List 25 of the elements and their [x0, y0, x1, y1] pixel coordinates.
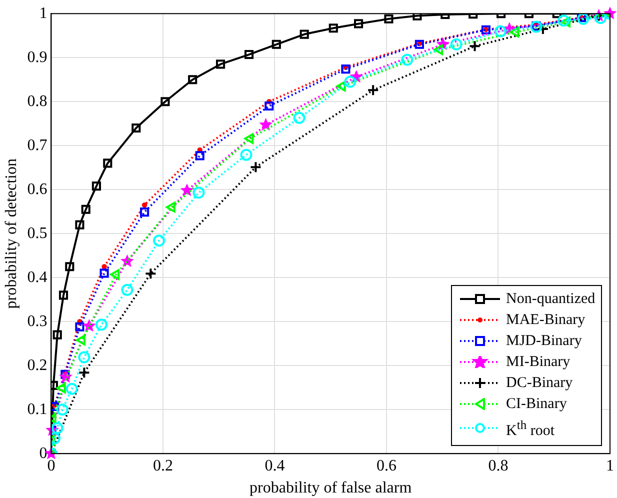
- y-tick-label: 0.4: [27, 268, 48, 286]
- y-tick-label: 0.3: [27, 312, 48, 330]
- y-tick-label: 0.7: [27, 136, 48, 154]
- legend-label: CI-Binary: [506, 394, 567, 414]
- x-tick-label: 0.8: [488, 457, 508, 474]
- legend-label: K$^{th}$ root: [506, 416, 554, 441]
- legend-label: MJD-Binary: [506, 332, 582, 351]
- y-tick-label: 1: [39, 4, 48, 22]
- x-tick-label: 0.6: [376, 457, 396, 474]
- x-tick-label: 1: [606, 457, 614, 474]
- x-axis-title: probability of false alarm: [250, 480, 412, 497]
- y-tick-label: 0.1: [27, 400, 48, 418]
- legend-label: MI-Binary: [506, 352, 570, 372]
- y-tick-label: 0: [39, 444, 48, 462]
- legend-label: Non-quantized: [506, 290, 596, 309]
- legend-label: MAE-Binary: [506, 310, 586, 330]
- y-tick-label: 0.8: [27, 92, 48, 110]
- y-tick-label: 0.2: [27, 356, 48, 374]
- y-tick-label: 0.6: [27, 180, 48, 198]
- y-tick-label: 0.9: [27, 48, 48, 66]
- legend-label: DC-Binary: [506, 374, 573, 393]
- x-tick-label: 0.2: [152, 457, 173, 474]
- y-tick-label: 0.5: [27, 224, 48, 242]
- y-axis-title: probability of detection: [2, 158, 20, 309]
- x-tick-label: 0.4: [264, 457, 285, 474]
